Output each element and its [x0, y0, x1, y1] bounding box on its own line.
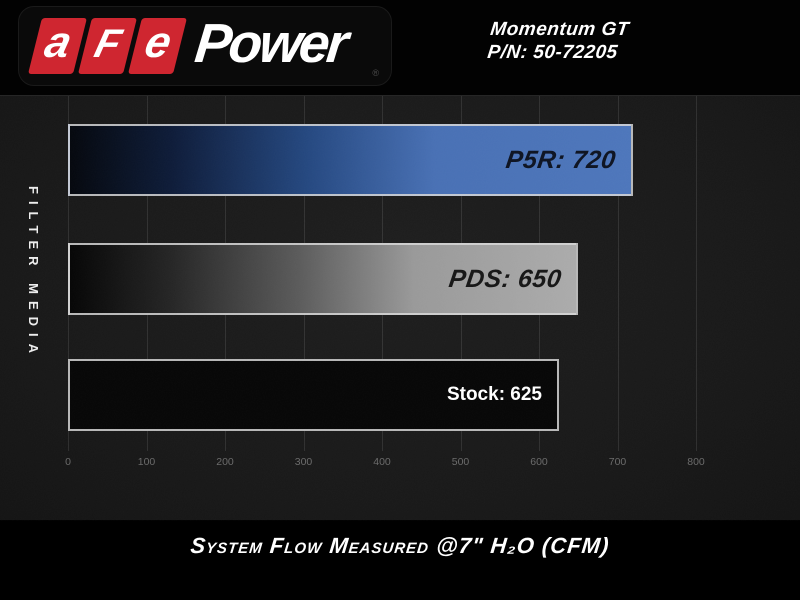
x-tick-label-100: 100 — [137, 456, 156, 468]
logo-letter-e: e — [140, 18, 177, 67]
x-tick-label-300: 300 — [294, 456, 313, 468]
part-number: P/N: 50-72205 — [486, 42, 619, 63]
logo-power-text: Power — [192, 11, 349, 74]
registered-trademark-icon: ® — [372, 68, 379, 78]
x-tick-label-700: 700 — [608, 456, 627, 468]
x-tick-label-500: 500 — [451, 456, 470, 468]
x-tick-label-800: 800 — [687, 456, 705, 468]
bar-p5r: P5R: 720 — [68, 124, 633, 196]
bar-stock: Stock: 625 — [68, 359, 559, 431]
bar-label-stock: Stock: 625 — [446, 384, 542, 405]
footer: System Flow Measured @7" H₂O (CFM) — [0, 520, 800, 600]
product-info: Momentum GT P/N: 50-72205 — [486, 18, 630, 64]
logo-letter-f: F — [90, 22, 126, 66]
header: a F e Power ® Momentum GT P/N: 50-72205 — [0, 0, 800, 95]
y-axis-label: FILTER MEDIA — [26, 186, 41, 361]
chart-caption: System Flow Measured @7" H₂O (CFM) — [189, 533, 611, 558]
x-tick-label-200: 200 — [216, 456, 234, 468]
flow-bar-chart: FILTER MEDIA P5R: 720 PDS: 650 Stock: 625 … — [0, 95, 800, 521]
bar-pds: PDS: 650 — [68, 243, 578, 315]
product-name: Momentum GT — [489, 19, 631, 40]
gridline-800 — [696, 96, 697, 451]
bar-label-pds: PDS: 650 — [446, 264, 564, 293]
logo-block-e: e — [128, 18, 187, 74]
logo-letter-a: a — [40, 18, 77, 67]
x-tick-label-600: 600 — [530, 456, 548, 468]
logo-block-f: F — [78, 18, 137, 74]
logo-block-a: a — [28, 18, 87, 74]
x-tick-label-0: 0 — [65, 456, 71, 468]
logo-letter-blocks: a F e — [28, 18, 192, 74]
bar-label-p5r: P5R: 720 — [504, 145, 619, 174]
afe-power-logo: a F e Power ® — [18, 6, 392, 86]
x-tick-label-400: 400 — [373, 456, 391, 468]
